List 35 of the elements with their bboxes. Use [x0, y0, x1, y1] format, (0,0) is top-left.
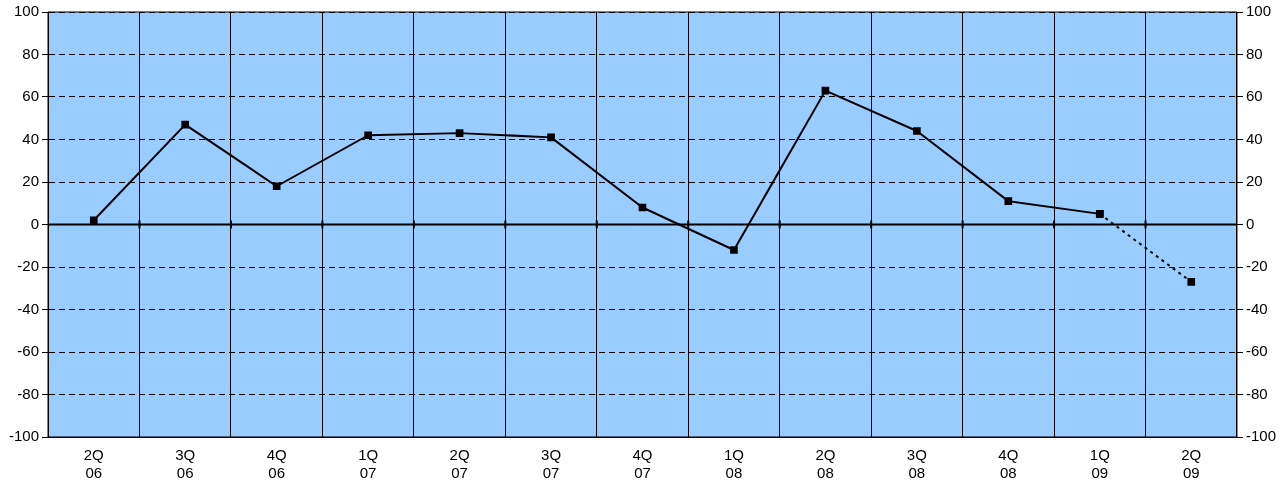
y-tick-label: 0 — [30, 214, 40, 232]
x-tick-label: 1Q 09 — [1089, 446, 1110, 482]
y-tick-label: -60 — [17, 342, 40, 360]
y2-tick-label: -20 — [1245, 257, 1268, 275]
x-tick-label: 3Q 06 — [175, 446, 196, 482]
y-tick-label: -80 — [17, 384, 40, 402]
x-tick-label: 4Q 08 — [998, 446, 1019, 482]
y-tick-label: 40 — [22, 129, 40, 147]
y-tick-label: -100 — [8, 427, 40, 445]
y-tick-label: 100 — [13, 2, 40, 20]
y2-tick-label: -100 — [1245, 427, 1277, 445]
y2-tick-label: -80 — [1245, 384, 1268, 402]
x-tick-label: 4Q 06 — [266, 446, 287, 482]
y2-tick-label: 100 — [1245, 2, 1272, 20]
x-tick-label: 3Q 08 — [906, 446, 927, 482]
y-tick-label: 60 — [22, 87, 40, 105]
y2-tick-label: -60 — [1245, 342, 1268, 360]
y2-tick-label: 20 — [1245, 172, 1263, 190]
x-tick-label: 2Q 09 — [1181, 446, 1202, 482]
x-tick-label: 2Q 07 — [449, 446, 470, 482]
x-tick-label: 2Q 06 — [83, 446, 104, 482]
y2-tick-label: 0 — [1245, 214, 1255, 232]
y-tick-label: 20 — [22, 172, 40, 190]
y2-tick-label: 80 — [1245, 44, 1263, 62]
y2-tick-label: 40 — [1245, 129, 1263, 147]
y-tick-label: -20 — [17, 257, 40, 275]
x-tick-label: 2Q 08 — [815, 446, 836, 482]
x-tick-label: 3Q 07 — [541, 446, 562, 482]
x-tick-label: 1Q 07 — [358, 446, 379, 482]
y-tick-label: 80 — [22, 44, 40, 62]
y2-tick-label: -40 — [1245, 299, 1268, 317]
y-tick-label: -40 — [17, 299, 40, 317]
x-tick-label: 1Q 08 — [723, 446, 744, 482]
x-tick-label: 4Q 07 — [632, 446, 653, 482]
y2-tick-label: 60 — [1245, 87, 1263, 105]
